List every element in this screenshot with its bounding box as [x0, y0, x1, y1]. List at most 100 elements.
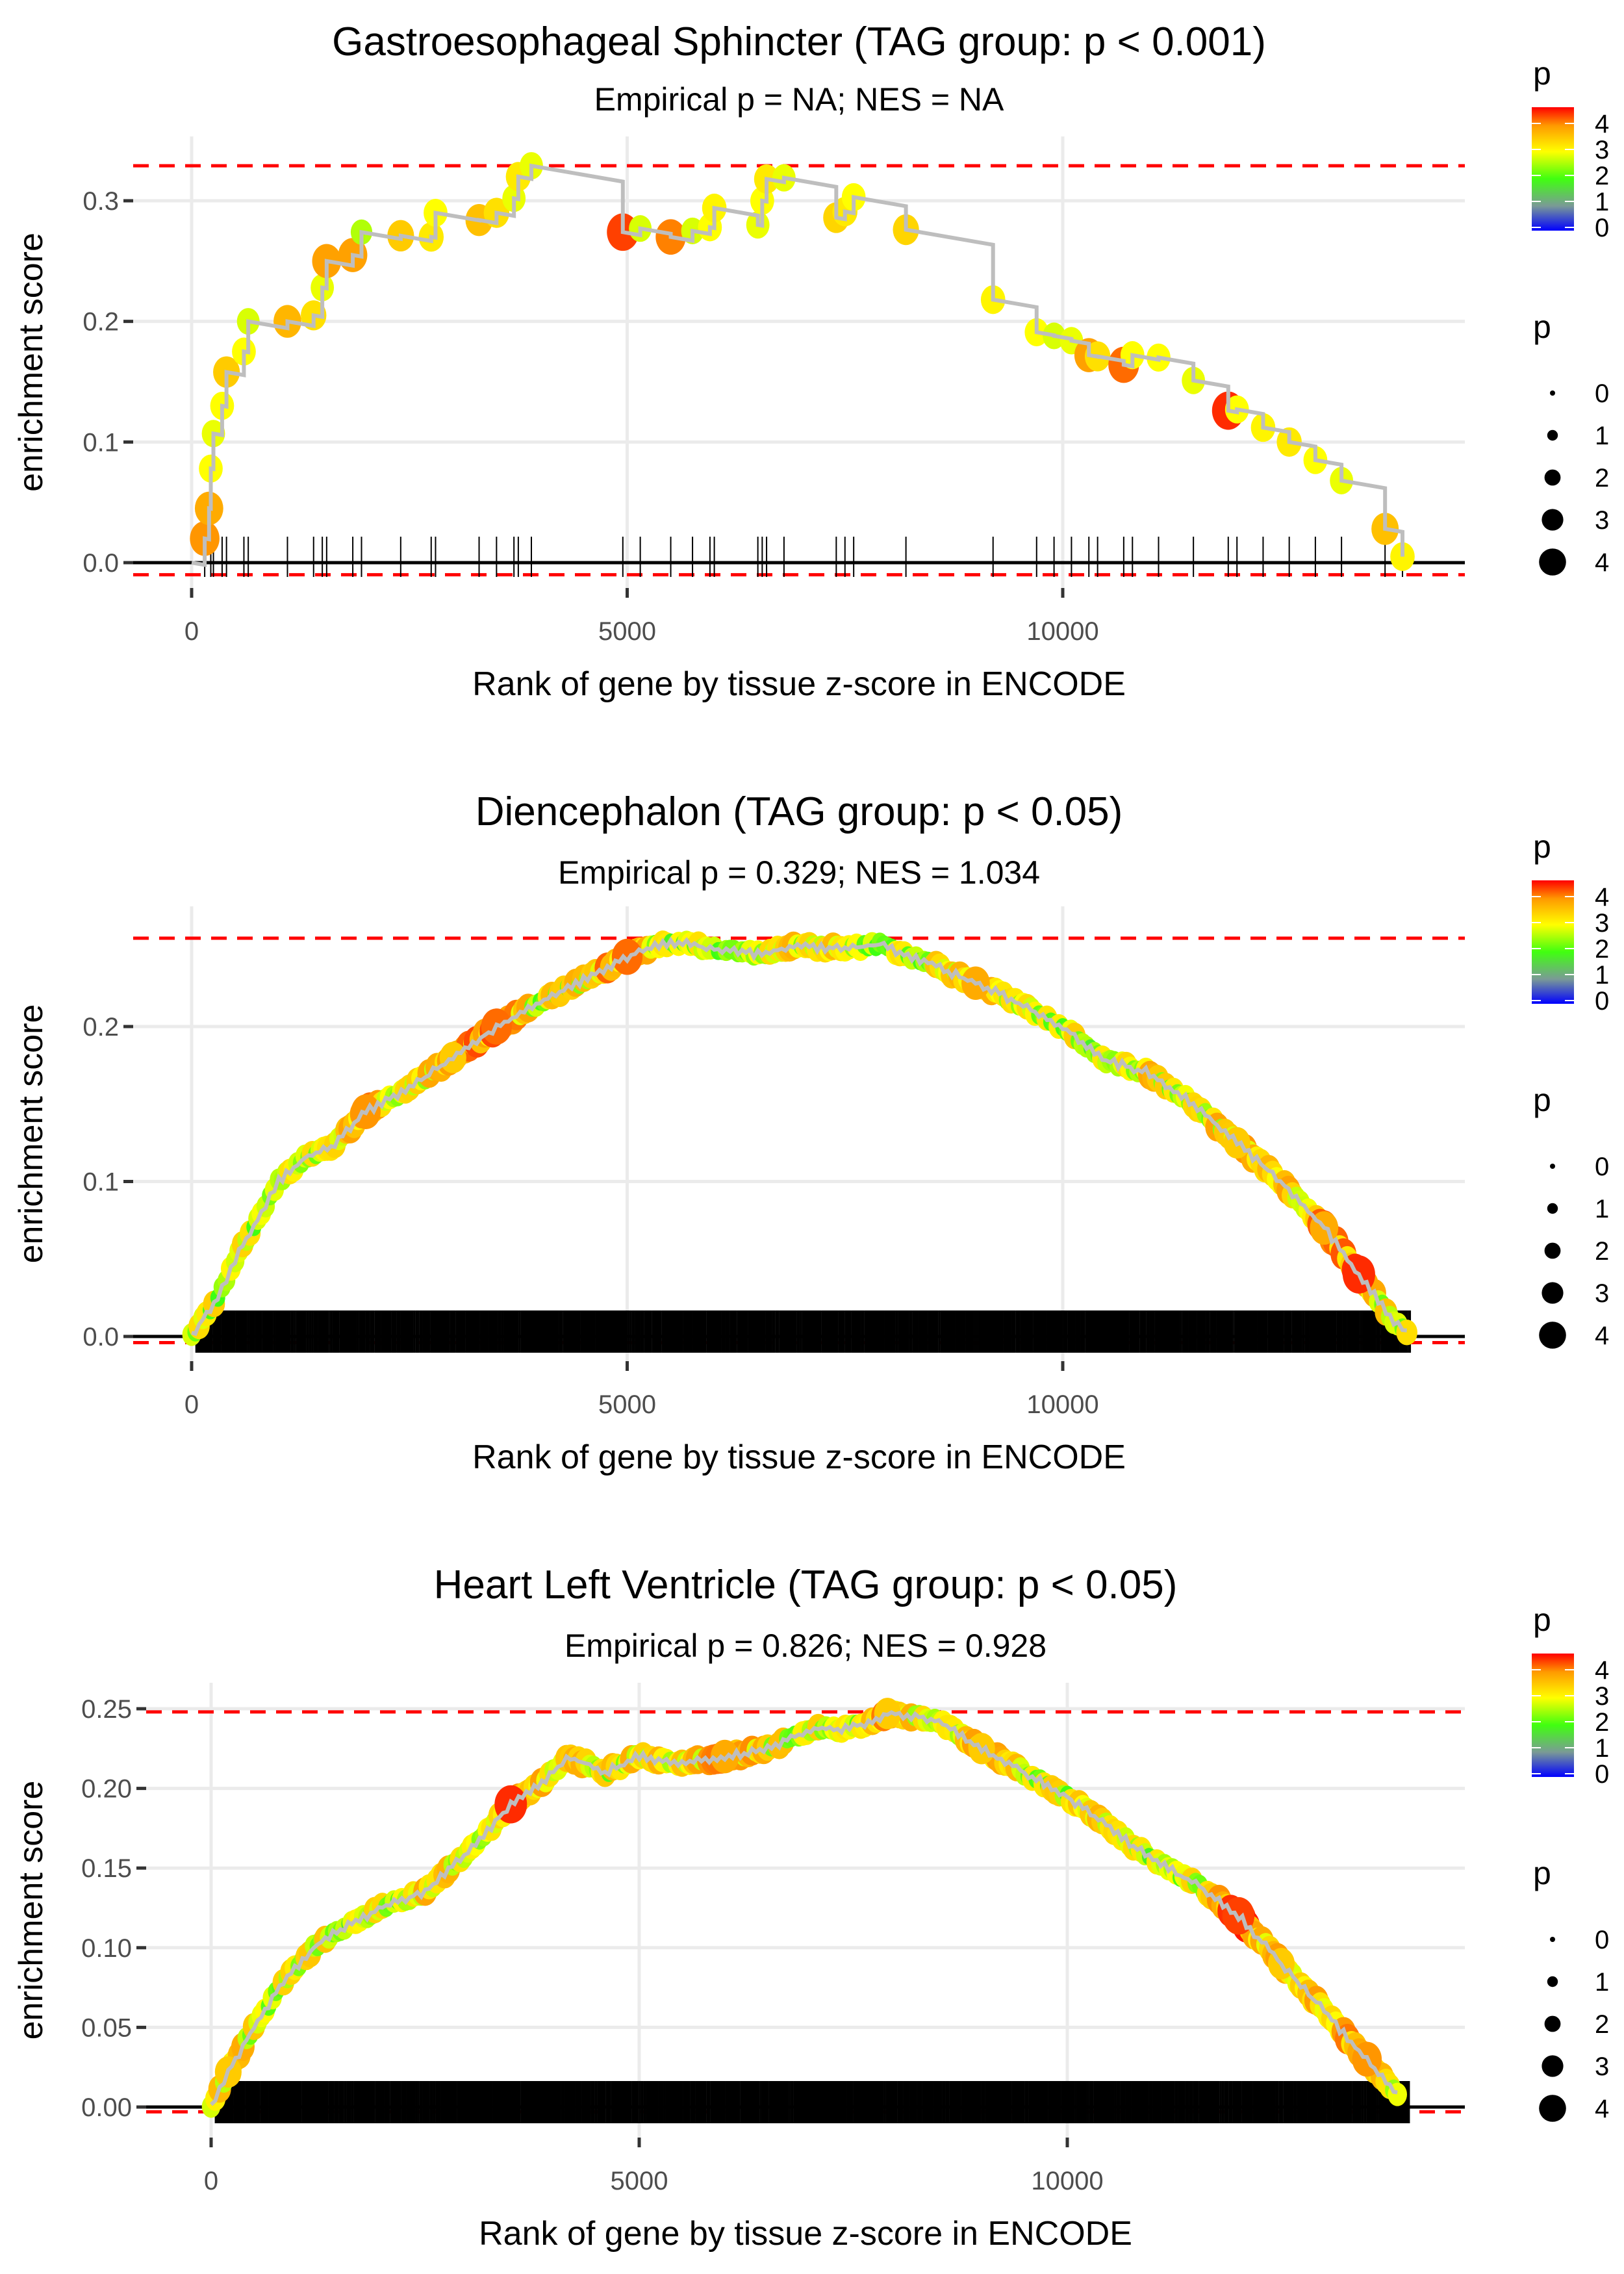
y-tick-label: 0.2: [82, 1013, 119, 1041]
y-tick-label: 0.25: [81, 1695, 132, 1724]
size-legend-label: 2: [1595, 2010, 1609, 2039]
y-tick-label: 0.3: [82, 187, 119, 216]
color-legend-title: p: [1533, 55, 1551, 92]
x-axis-label: Rank of gene by tissue z-score in ENCODE: [472, 1438, 1126, 1476]
color-legend-label: 2: [1595, 162, 1609, 190]
size-legend-label: 2: [1595, 464, 1609, 492]
size-legend-dot: [1539, 1322, 1566, 1349]
y-axis-label: enrichment score: [12, 233, 50, 492]
color-legend-label: 1: [1595, 1734, 1609, 1763]
y-tick-label: 0.10: [81, 1934, 132, 1963]
y-tick-label: 0.1: [82, 428, 119, 457]
size-legend-dot: [1550, 1937, 1555, 1942]
color-legend-label: 4: [1595, 883, 1609, 912]
color-legend-label: 0: [1595, 1760, 1609, 1789]
size-legend-label: 3: [1595, 506, 1609, 535]
x-tick-label: 10000: [1026, 1390, 1098, 1419]
y-tick-label: 0.0: [82, 1323, 119, 1351]
size-legend-label: 4: [1595, 548, 1609, 577]
size-legend-label: 0: [1595, 379, 1609, 408]
color-legend-title: p: [1533, 828, 1551, 865]
chart-title: Heart Left Ventricle (TAG group: p < 0.0…: [434, 1563, 1178, 1607]
size-legend-title: p: [1533, 1082, 1551, 1118]
size-legend-title: p: [1533, 309, 1551, 345]
es-point: [710, 1739, 739, 1774]
y-tick-label: 0.1: [82, 1168, 119, 1197]
y-tick-label: 0.0: [82, 549, 119, 578]
size-legend-label: 4: [1595, 1322, 1609, 1350]
size-legend-label: 4: [1595, 2095, 1609, 2123]
y-tick-label: 0.15: [81, 1854, 132, 1883]
grid: [133, 136, 1465, 588]
x-tick-label: 5000: [598, 617, 656, 646]
size-legend-label: 3: [1595, 1279, 1609, 1308]
es-curve: [209, 1710, 1398, 2106]
hit-ticks: [204, 537, 1403, 577]
size-legend-label: 1: [1595, 1968, 1609, 1997]
size-legend-label: 1: [1595, 422, 1609, 450]
y-tick-label: 0.00: [81, 2093, 132, 2122]
chart-subtitle: Empirical p = NA; NES = NA: [594, 81, 1004, 118]
hit-ticks: [195, 1310, 1412, 1353]
es-curve: [191, 936, 1407, 1336]
size-legend-dot: [1550, 390, 1555, 396]
hit-ticks: [214, 2081, 1410, 2123]
size-legend-dot: [1547, 429, 1558, 441]
color-legend-label: 1: [1595, 188, 1609, 216]
chart-panel-3: Heart Left Ventricle (TAG group: p < 0.0…: [12, 1563, 1609, 2253]
y-axis-label: enrichment score: [12, 1004, 50, 1264]
size-legend-label: 2: [1595, 1237, 1609, 1266]
color-bar: [1532, 1654, 1574, 1777]
color-legend-label: 3: [1595, 1682, 1609, 1711]
size-legend-dot: [1544, 1242, 1561, 1259]
x-axis-label: Rank of gene by tissue z-score in ENCODE: [472, 665, 1126, 703]
x-tick-label: 10000: [1026, 617, 1098, 646]
chart-title: Diencephalon (TAG group: p < 0.05): [476, 789, 1123, 834]
y-tick-label: 0.20: [81, 1775, 132, 1804]
chart-subtitle: Empirical p = 0.329; NES = 1.034: [558, 854, 1040, 891]
x-tick-label: 5000: [598, 1390, 656, 1419]
size-legend-dot: [1542, 509, 1564, 531]
color-legend-label: 4: [1595, 110, 1609, 138]
size-legend-dot: [1544, 2015, 1561, 2032]
x-tick-label: 10000: [1031, 2167, 1103, 2195]
size-legend-label: 1: [1595, 1195, 1609, 1223]
chart-subtitle: Empirical p = 0.826; NES = 0.928: [565, 1628, 1047, 1664]
color-legend-label: 0: [1595, 987, 1609, 1016]
color-bar: [1532, 880, 1574, 1004]
color-legend-label: 1: [1595, 961, 1609, 990]
size-legend-dot: [1550, 1164, 1555, 1169]
color-legend-label: 0: [1595, 214, 1609, 242]
chart-panel-2: Diencephalon (TAG group: p < 0.05) Empiri…: [12, 789, 1609, 1476]
y-axis-label: enrichment score: [12, 1781, 50, 2040]
size-legend-dot: [1547, 1203, 1558, 1214]
x-axis-label: Rank of gene by tissue z-score in ENCODE: [479, 2215, 1132, 2253]
x-tick-label: 5000: [611, 2167, 668, 2195]
color-legend-label: 2: [1595, 935, 1609, 964]
es-curve: [191, 163, 1404, 568]
size-legend-title: p: [1533, 1855, 1551, 1891]
size-legend-dot: [1544, 469, 1561, 486]
size-legend-dot: [1539, 2095, 1566, 2122]
chart-title: Gastroesophageal Sphincter (TAG group: p…: [332, 19, 1266, 64]
color-legend-label: 4: [1595, 1656, 1609, 1685]
size-legend-dot: [1542, 2055, 1564, 2077]
size-legend-dot: [1547, 1976, 1558, 1987]
color-bar: [1532, 107, 1574, 231]
y-tick-label: 0.2: [82, 308, 119, 337]
color-legend-label: 3: [1595, 136, 1609, 164]
size-legend-label: 0: [1595, 1153, 1609, 1181]
size-legend-dot: [1539, 548, 1566, 576]
color-legend-label: 3: [1595, 909, 1609, 938]
chart-panel-1: Gastroesophageal Sphincter (TAG group: p…: [12, 19, 1609, 703]
size-legend-dot: [1542, 1282, 1564, 1304]
color-legend-title: p: [1533, 1602, 1551, 1638]
size-legend-label: 0: [1595, 1926, 1609, 1954]
x-tick-label: 0: [184, 1390, 199, 1419]
size-legend-label: 3: [1595, 2052, 1609, 2081]
color-legend-label: 2: [1595, 1708, 1609, 1737]
